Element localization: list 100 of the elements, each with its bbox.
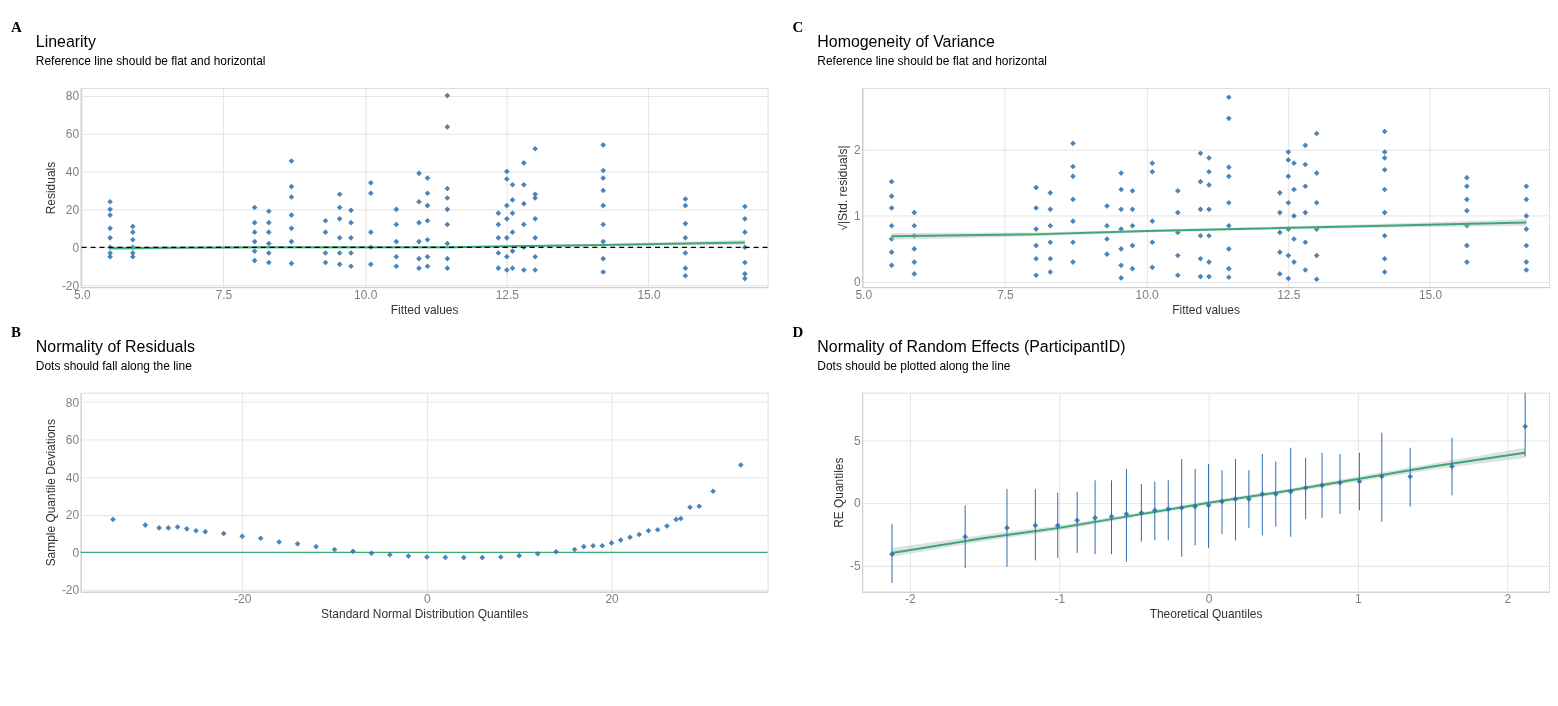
x-tick-label: 15.0 (1418, 287, 1443, 302)
point (1337, 479, 1343, 486)
x-tick-label: 5.0 (855, 287, 873, 302)
y-axis-title: RE Quantiles (832, 457, 847, 528)
point (1319, 482, 1325, 489)
x-tick-label: 7.5 (215, 287, 233, 302)
chart-subtitle: Dots should be plotted along the line (817, 358, 1011, 373)
point (1272, 491, 1279, 497)
y-tick-label: 40 (65, 164, 80, 179)
point (220, 530, 227, 537)
point (193, 527, 199, 534)
chart-subtitle: Reference line should be flat and horizontal (35, 54, 266, 69)
point (350, 548, 356, 555)
y-tick-label: 20 (65, 202, 80, 217)
y-tick-label: -5 (850, 558, 861, 573)
point (962, 533, 968, 540)
y-tick-label: 80 (65, 89, 80, 104)
x-tick-label: 15.0 (637, 287, 662, 302)
x-tick-label: -20 (234, 592, 252, 607)
point (142, 522, 149, 528)
point (165, 525, 172, 531)
text: D (792, 323, 804, 340)
point (156, 525, 162, 531)
point (696, 503, 703, 510)
point (202, 528, 209, 535)
text: C (792, 19, 804, 36)
point (368, 550, 375, 557)
x-tick-label: 0 (424, 592, 432, 607)
point (1522, 423, 1528, 430)
x-axis-title: Theoretical Quantiles (1149, 607, 1263, 622)
x-tick-label: 1 (1355, 592, 1363, 607)
x-tick-label: 0 (1205, 592, 1213, 607)
x-axis-title: Fitted values (1172, 302, 1240, 317)
point (1232, 496, 1239, 502)
chart-title: Linearity (35, 33, 97, 51)
point (460, 554, 467, 561)
point (1449, 463, 1455, 470)
point (257, 535, 264, 542)
point (1152, 507, 1158, 514)
point (110, 516, 116, 523)
point (313, 543, 319, 550)
point (1259, 491, 1266, 497)
point (479, 554, 486, 561)
point (1302, 485, 1309, 491)
x-tick-label: 12.5 (1277, 287, 1301, 302)
point (1407, 473, 1413, 480)
point (617, 537, 624, 543)
y-tick-label: 5 (853, 433, 861, 448)
point (1192, 503, 1198, 510)
chart-subtitle: Dots should fall along the line (35, 358, 193, 373)
x-tick-label: 20 (605, 592, 620, 607)
point (1032, 522, 1039, 529)
point (710, 488, 716, 495)
point (553, 548, 559, 555)
point (1054, 522, 1061, 529)
y-tick-label: 20 (65, 508, 80, 523)
text: A (10, 19, 22, 36)
point (174, 524, 181, 530)
point (673, 516, 679, 523)
point (184, 526, 190, 532)
y-tick-label: 0 (853, 496, 861, 511)
point (1165, 506, 1172, 512)
x-tick-label: 12.5 (495, 287, 520, 302)
point (1246, 496, 1252, 502)
y-tick-label: 0 (853, 275, 861, 290)
point (1074, 517, 1080, 524)
text: B (10, 323, 21, 340)
point (497, 554, 504, 560)
point (1092, 515, 1098, 521)
point (645, 527, 652, 534)
chart-subtitle: Reference line should be flat and horizontal (817, 54, 1047, 69)
point (1123, 511, 1130, 517)
point (654, 526, 661, 533)
point (677, 515, 684, 522)
point (387, 551, 393, 558)
y-tick-label: 2 (853, 143, 861, 158)
y-axis-title: Sample Quantile Deviations (43, 419, 58, 567)
y-tick-label: 1 (853, 209, 861, 224)
y-tick-label: 0 (72, 240, 80, 255)
y-tick-label: 0 (72, 545, 80, 560)
point (636, 531, 643, 538)
point (1178, 505, 1185, 511)
point (590, 542, 596, 549)
point (239, 533, 246, 540)
point (294, 541, 301, 547)
chart-title: Homogeneity of Variance (817, 33, 995, 51)
point (405, 553, 412, 559)
point (442, 554, 449, 561)
x-tick-label: -2 (905, 592, 917, 607)
point (1138, 510, 1145, 516)
y-axis-title: √|Std. residuals| (836, 145, 851, 231)
chart-title: Normality of Residuals (35, 337, 195, 355)
x-tick-label: 7.5 (997, 287, 1015, 302)
point (608, 540, 615, 546)
x-tick-label: 2 (1504, 592, 1512, 607)
y-tick-label: 80 (65, 395, 80, 410)
chart-title: Normality of Random Effects (ParticipantID) (817, 337, 1126, 355)
x-axis-title: Fitted values (390, 302, 459, 317)
y-tick-label: 40 (65, 470, 80, 485)
point (581, 543, 587, 550)
